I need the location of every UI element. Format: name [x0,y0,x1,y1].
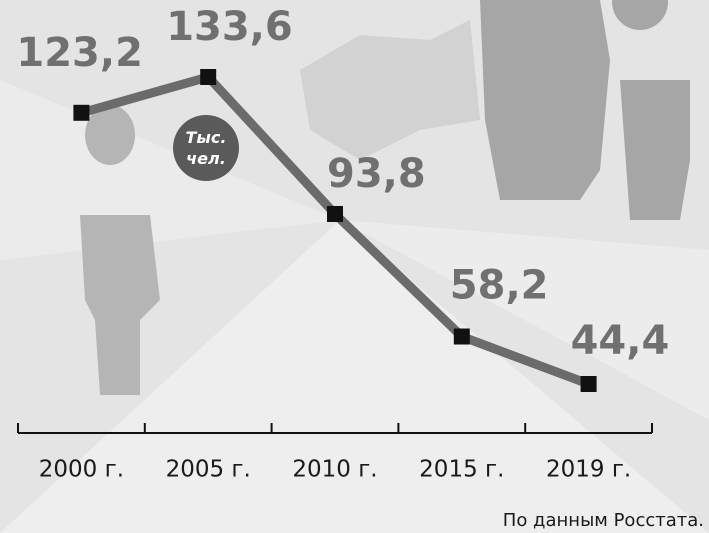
source: По данным Росстата. [503,510,704,531]
x-tick-label: 2000 г. [39,457,124,483]
adult-silhouette [480,0,610,200]
marker [327,205,343,222]
x-tick-label: 2005 г. [166,457,251,483]
child-silhouette [80,105,160,396]
map-silhouette [300,20,480,160]
plot: 2000 г. 123,2 2005 г. 133,6 2010 г. 93,8 2015 … [16,4,669,483]
x-tick-label: 2019 г. [546,457,631,483]
marker [73,104,90,121]
child-silhouette [612,0,690,220]
unit-label: Тыс. [186,128,227,147]
value-label: 133,6 [166,4,293,50]
x-tick-label: 2015 г. [419,457,504,483]
light-ray [340,220,709,420]
marker [200,69,217,85]
value-label: 123,2 [16,30,143,76]
unit-badge [173,115,239,181]
value-label: 44,4 [571,318,670,364]
marker [580,376,597,392]
light-ray [0,220,709,533]
marker [453,328,470,345]
value-label: 93,8 [327,151,426,197]
x-tick-label: 2010 г. [292,457,377,483]
value-label: 58,2 [450,263,549,309]
unit-label: чел. [186,149,226,168]
